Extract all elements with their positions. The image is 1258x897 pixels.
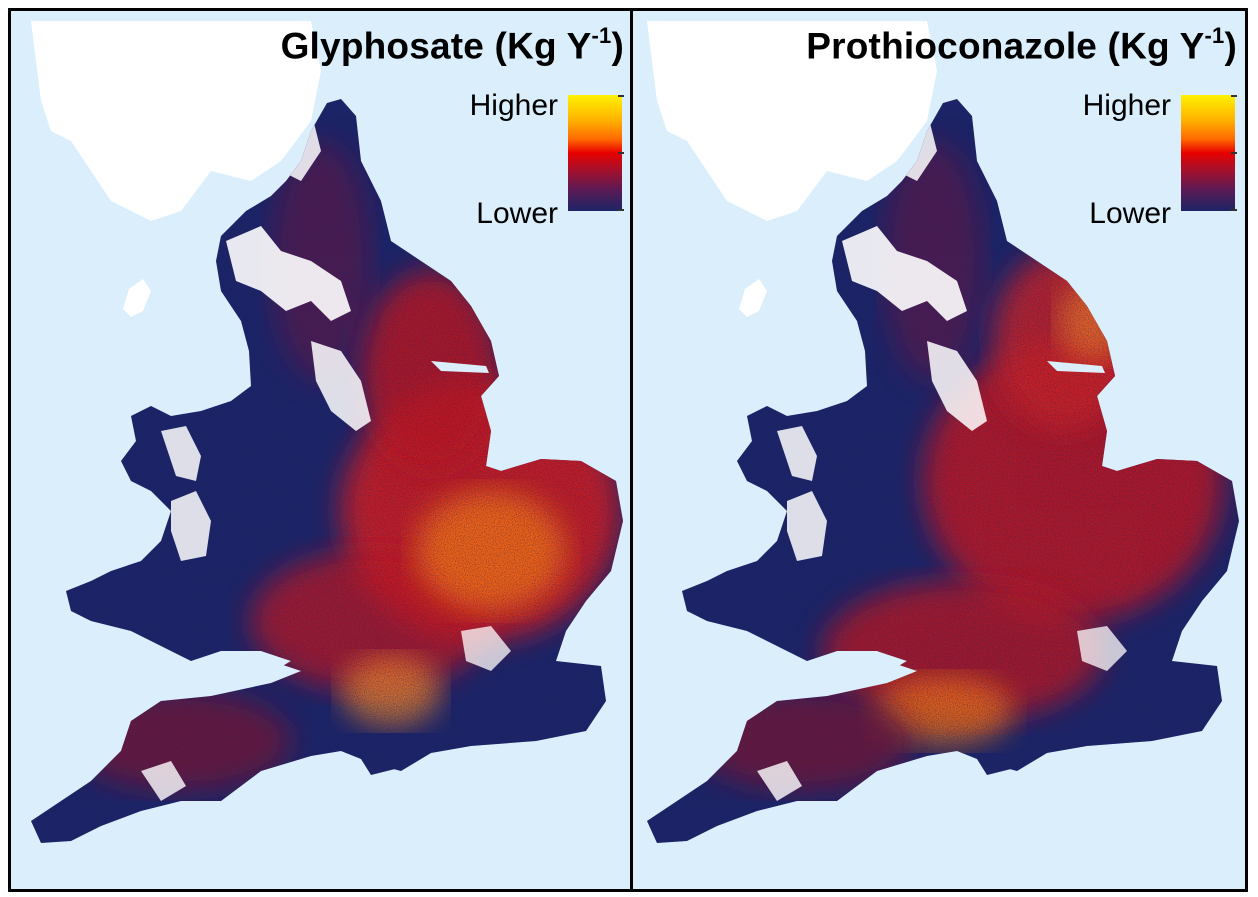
color-legend: Higher Lower — [454, 89, 624, 230]
bristol-channel — [161, 661, 301, 701]
legend-color-ramp — [1181, 95, 1235, 211]
bristol-channel — [777, 661, 917, 701]
legend-tick — [618, 152, 624, 154]
isle-of-man — [739, 279, 767, 317]
panel-title: Prothioconazole (Kg Y-1) — [806, 23, 1237, 67]
legend-tick — [1231, 152, 1237, 154]
map-panel-prothioconazole: Prothioconazole (Kg Y-1) Higher Lower — [633, 11, 1245, 889]
england-wales-map-prothioconazole — [647, 21, 1239, 843]
humber-estuary — [431, 361, 489, 373]
legend-high-label: Higher — [1082, 89, 1171, 122]
legend-color-ramp — [568, 95, 622, 211]
panel-title: Glyphosate (Kg Y-1) — [280, 23, 624, 67]
legend-low-label: Lower — [1089, 197, 1171, 230]
color-legend: Higher Lower — [1067, 89, 1237, 230]
map-panel-glyphosate: Glyphosate (Kg Y-1) Higher Lower — [11, 11, 630, 889]
legend-tick — [618, 209, 624, 211]
scotland-landmass — [647, 21, 937, 221]
isle-of-man — [123, 279, 151, 317]
legend-tick — [1231, 95, 1237, 97]
legend-tick — [618, 95, 624, 97]
humber-estuary — [1047, 361, 1105, 373]
legend-low-label: Lower — [476, 197, 558, 230]
england-wales-map-glyphosate — [31, 21, 623, 843]
legend-high-label: Higher — [469, 89, 558, 122]
isle-of-wight — [977, 755, 1011, 775]
scotland-landmass — [31, 21, 321, 221]
figure-frame: Glyphosate (Kg Y-1) Higher Lower — [8, 8, 1248, 892]
isle-of-wight — [361, 755, 395, 775]
legend-tick — [1231, 209, 1237, 211]
panel-divider — [630, 11, 633, 889]
